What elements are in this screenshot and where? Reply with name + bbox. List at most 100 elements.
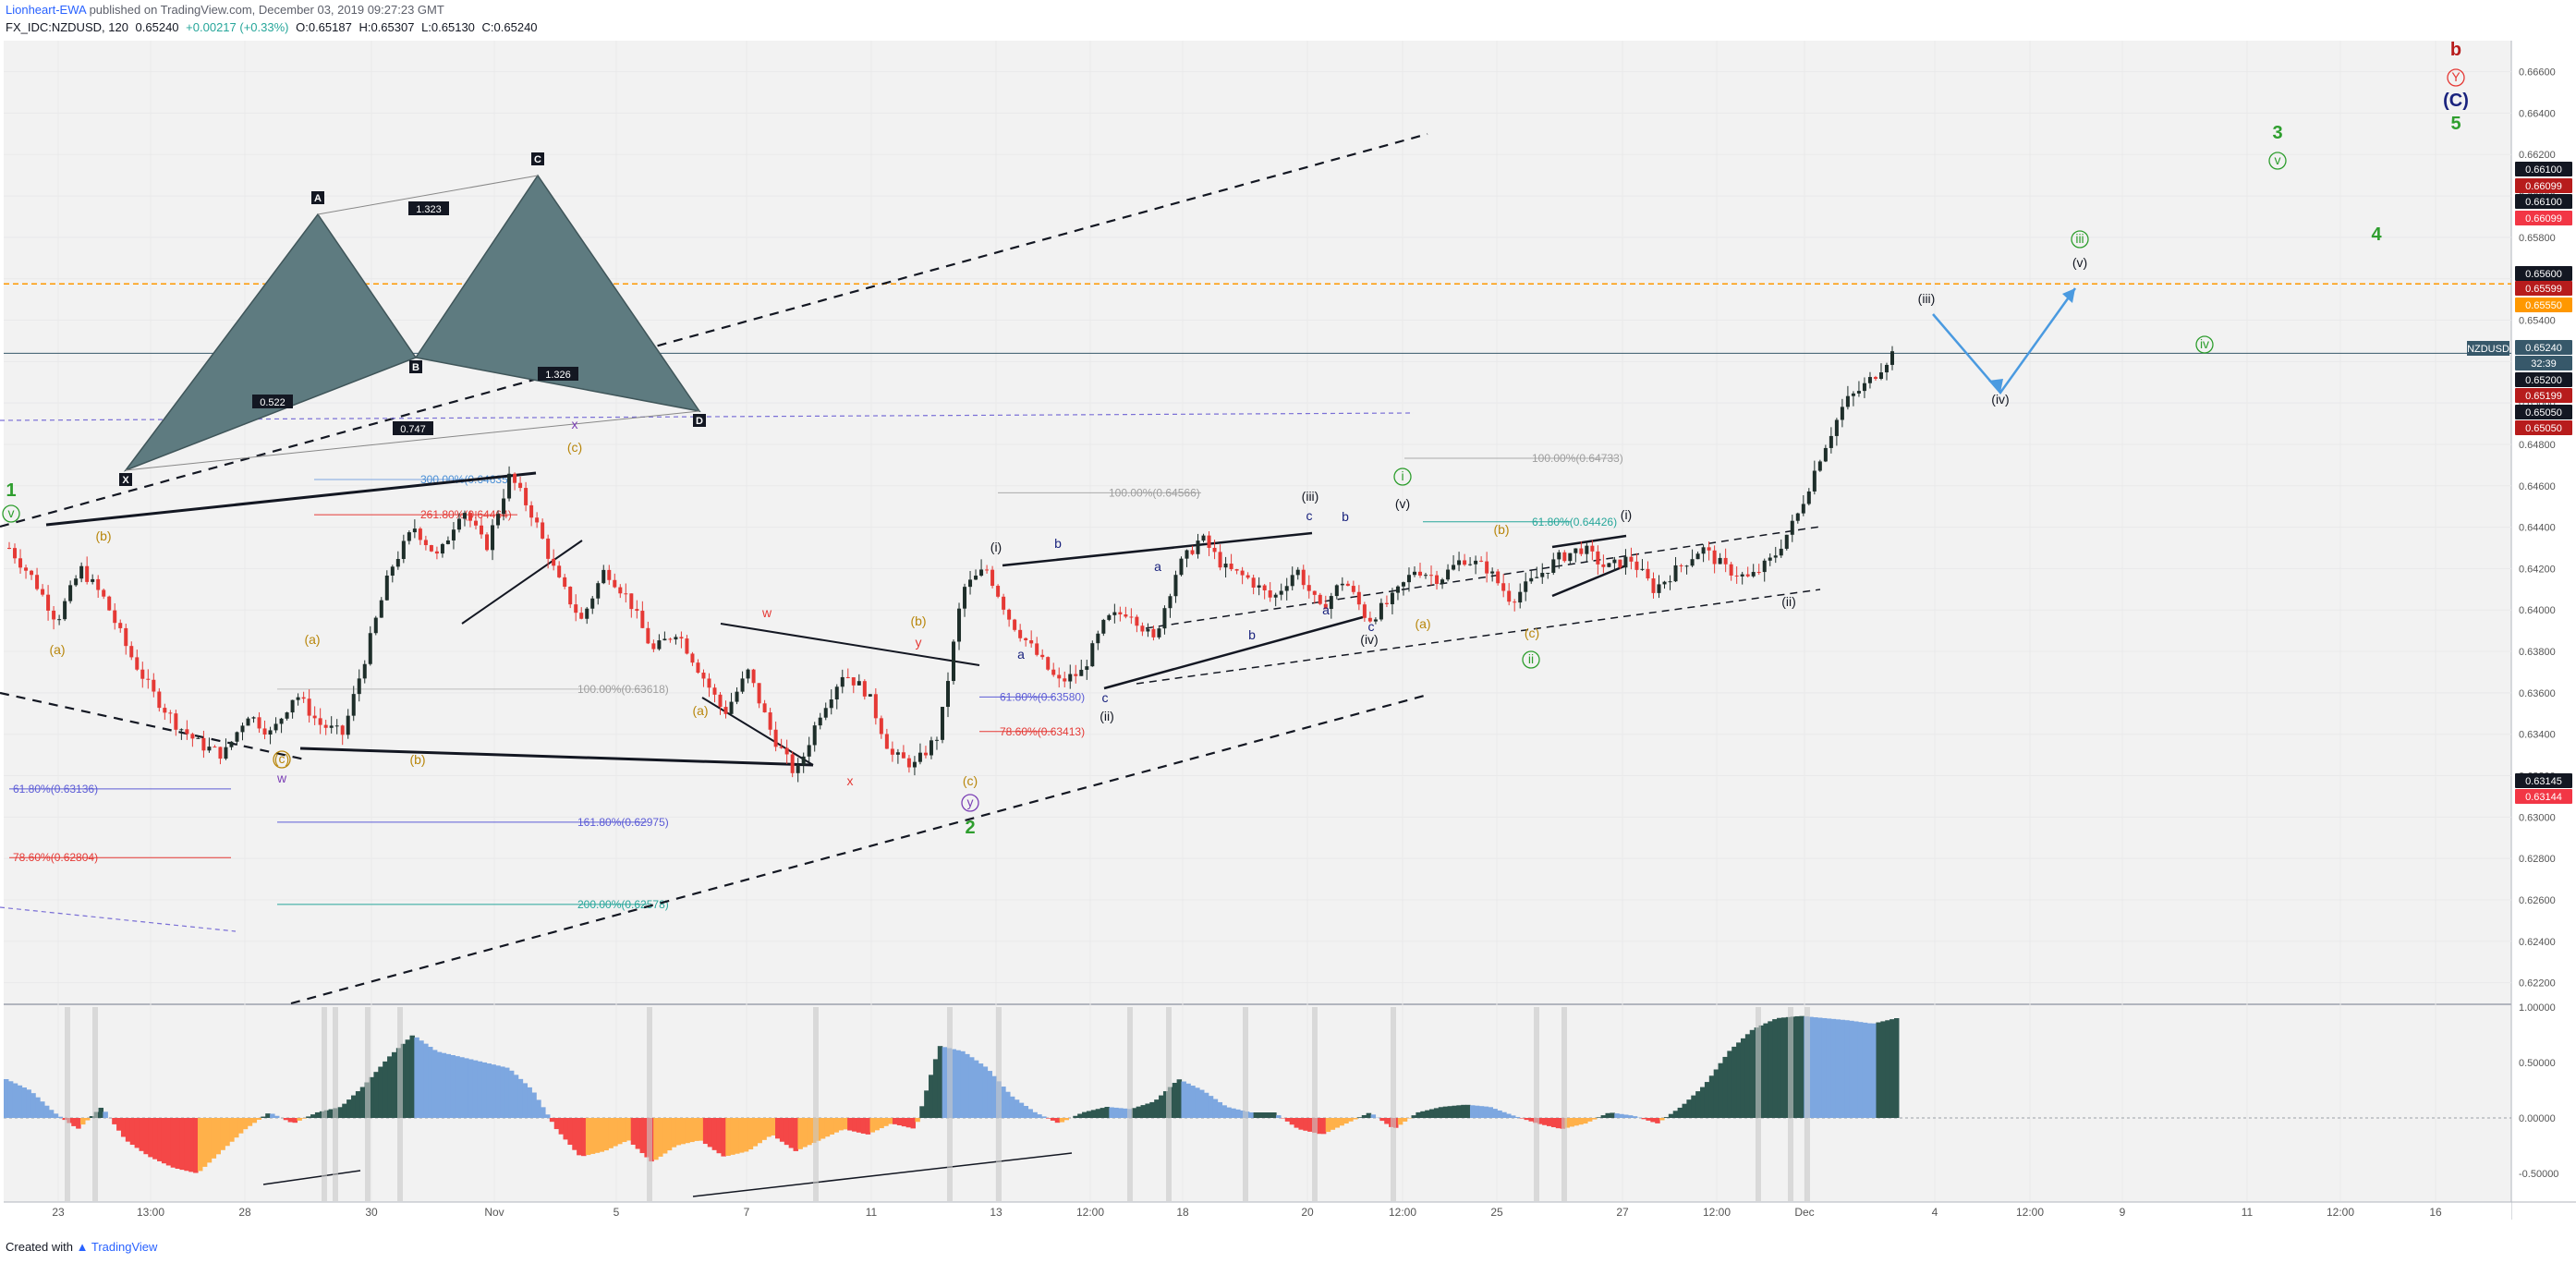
projection-arrows[interactable] (1932, 287, 2077, 395)
candle-body (496, 514, 501, 526)
osc-bar (1356, 1117, 1363, 1118)
candle-body (801, 756, 806, 765)
candle-body (1240, 570, 1245, 576)
osc-bar (359, 1087, 366, 1118)
osc-divergence-1 (262, 1170, 361, 1185)
candle-body (13, 548, 18, 559)
osc-bar (1339, 1118, 1344, 1126)
wave-label: (ii) (1781, 594, 1796, 609)
osc-bar (242, 1118, 249, 1130)
candle-body (1457, 560, 1462, 565)
osc-bar (1871, 1023, 1877, 1118)
osc-bar (80, 1118, 86, 1125)
osc-bar (21, 1087, 28, 1118)
osc-bar (225, 1118, 230, 1147)
osc-bar (987, 1071, 992, 1118)
candle-body (334, 725, 339, 727)
osc-bar (1343, 1118, 1349, 1124)
price-tick-13: 0.64000 (2519, 605, 2556, 616)
candle-body (1185, 550, 1189, 559)
candle-body (790, 754, 795, 773)
candle-body (373, 617, 378, 634)
osc-bar (193, 1118, 199, 1173)
candle-body (1745, 574, 1750, 577)
fib-label: 61.80%(0.63580) (1000, 690, 1085, 703)
osc-bar (707, 1118, 713, 1148)
price-tag: 0.63144 (2525, 792, 2562, 803)
candle-body (1345, 583, 1350, 587)
osc-bar (613, 1118, 618, 1147)
trendline-dashed-low (1136, 589, 1821, 685)
candle-body (757, 683, 761, 704)
osc-bar (860, 1118, 867, 1134)
osc-bar (1307, 1118, 1313, 1132)
channel-left (0, 691, 306, 761)
osc-bar (747, 1118, 754, 1150)
osc-bar (1641, 1118, 1647, 1120)
symbol-title[interactable]: FX_IDC:NZDUSD, 120 (6, 20, 128, 34)
published-text: published on TradingView.com, December 0… (89, 3, 444, 17)
osc-bar (161, 1118, 167, 1164)
candle-body (1207, 535, 1211, 548)
main-pane[interactable] (4, 41, 2511, 1003)
candle-body (1657, 584, 1661, 593)
osc-bar (820, 1118, 826, 1139)
price-tick-2: 0.66200 (2519, 150, 2556, 161)
fib-label: 100.00%(0.64733) (1532, 452, 1623, 465)
osc-bar (1104, 1107, 1110, 1118)
candle-body (1140, 625, 1145, 632)
tradingview-link[interactable]: TradingView (91, 1240, 158, 1254)
osc-bar (134, 1118, 140, 1148)
time-tick-9: 12:00 (1076, 1206, 1104, 1219)
osc-bar (247, 1118, 253, 1126)
candle-body (1362, 604, 1367, 618)
candle-body (1562, 552, 1567, 562)
osc-bar (716, 1118, 723, 1154)
oscillator-axis-ticks: 1.00000 0.50000 0.00000 -0.50000 (2519, 1002, 2558, 1180)
osc-bar (89, 1116, 95, 1118)
candle-body (1629, 556, 1634, 562)
last-price: 0.65240 (135, 20, 179, 34)
osc-bar (1294, 1118, 1300, 1128)
osc-bar (802, 1118, 808, 1148)
triangle-lower (1103, 615, 1364, 690)
arrow-head-icon (2062, 288, 2075, 303)
candle-body (957, 608, 962, 642)
price-tag: 0.66099 (2525, 213, 2562, 225)
wave-label: iv (2200, 336, 2209, 351)
candle-body (1612, 559, 1617, 564)
time-axis[interactable] (4, 1202, 2511, 1220)
osc-bar (1677, 1107, 1683, 1118)
osc-highlight-band (92, 1007, 98, 1201)
price-axis[interactable] (2511, 41, 2576, 1202)
candle-body (440, 543, 444, 554)
osc-bar (103, 1111, 108, 1118)
harmonic-point-bg (531, 152, 544, 165)
osc-bar (1001, 1087, 1006, 1118)
osc-bar (1830, 1018, 1837, 1118)
candle-body (473, 520, 478, 526)
harmonic-pattern[interactable]: X A B C D 1.323 0.522 1.326 0.747 (119, 152, 706, 486)
osc-bar (1208, 1096, 1214, 1118)
candle-body (829, 699, 833, 709)
candle-body (7, 548, 11, 550)
candle-body (395, 558, 400, 567)
candle-body (607, 569, 612, 580)
wave-label: 5 (2450, 114, 2461, 134)
fib-label: 78.60%(0.63413) (1000, 725, 1085, 738)
candle-body (974, 576, 978, 580)
author-link[interactable]: Lionheart-EWA (6, 3, 86, 17)
candle-body (1535, 577, 1539, 578)
candle-body (1817, 461, 1822, 471)
candle-body (174, 713, 178, 730)
candle-body (618, 587, 623, 594)
osc-bar (1086, 1111, 1092, 1118)
osc-bar (1199, 1089, 1205, 1118)
osc-bar (1406, 1118, 1413, 1119)
candle-body (91, 578, 95, 582)
price-tick-18: 0.63000 (2519, 812, 2556, 823)
candle-body (68, 585, 73, 601)
candle-body (1557, 552, 1561, 560)
candle-body (1873, 377, 1877, 380)
